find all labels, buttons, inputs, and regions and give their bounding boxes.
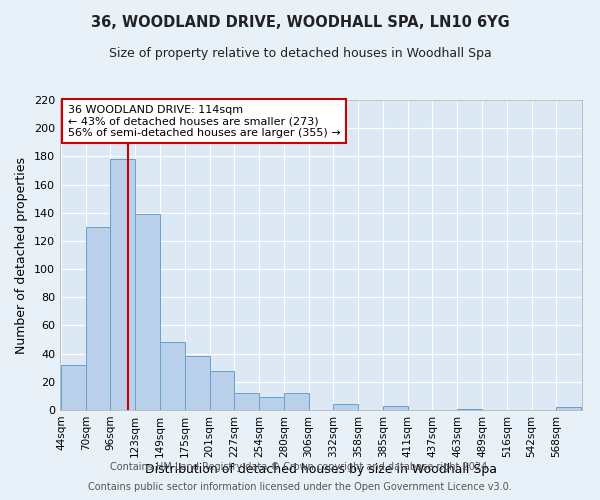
Bar <box>86 227 110 410</box>
X-axis label: Distribution of detached houses by size in Woodhall Spa: Distribution of detached houses by size … <box>145 462 497 475</box>
Bar <box>209 370 235 410</box>
Bar <box>383 406 407 410</box>
Bar <box>160 342 185 410</box>
Bar <box>284 393 308 410</box>
Text: Size of property relative to detached houses in Woodhall Spa: Size of property relative to detached ho… <box>109 48 491 60</box>
Bar <box>185 356 209 410</box>
Bar <box>556 407 581 410</box>
Bar <box>235 393 259 410</box>
Bar <box>457 408 482 410</box>
Bar <box>334 404 358 410</box>
Text: Contains HM Land Registry data © Crown copyright and database right 2024.: Contains HM Land Registry data © Crown c… <box>110 462 490 472</box>
Text: 36, WOODLAND DRIVE, WOODHALL SPA, LN10 6YG: 36, WOODLAND DRIVE, WOODHALL SPA, LN10 6… <box>91 15 509 30</box>
Y-axis label: Number of detached properties: Number of detached properties <box>16 156 28 354</box>
Bar <box>110 159 135 410</box>
Text: 36 WOODLAND DRIVE: 114sqm
← 43% of detached houses are smaller (273)
56% of semi: 36 WOODLAND DRIVE: 114sqm ← 43% of detac… <box>68 104 340 138</box>
Text: Contains public sector information licensed under the Open Government Licence v3: Contains public sector information licen… <box>88 482 512 492</box>
Bar <box>259 398 284 410</box>
Bar <box>135 214 160 410</box>
Bar <box>61 365 86 410</box>
